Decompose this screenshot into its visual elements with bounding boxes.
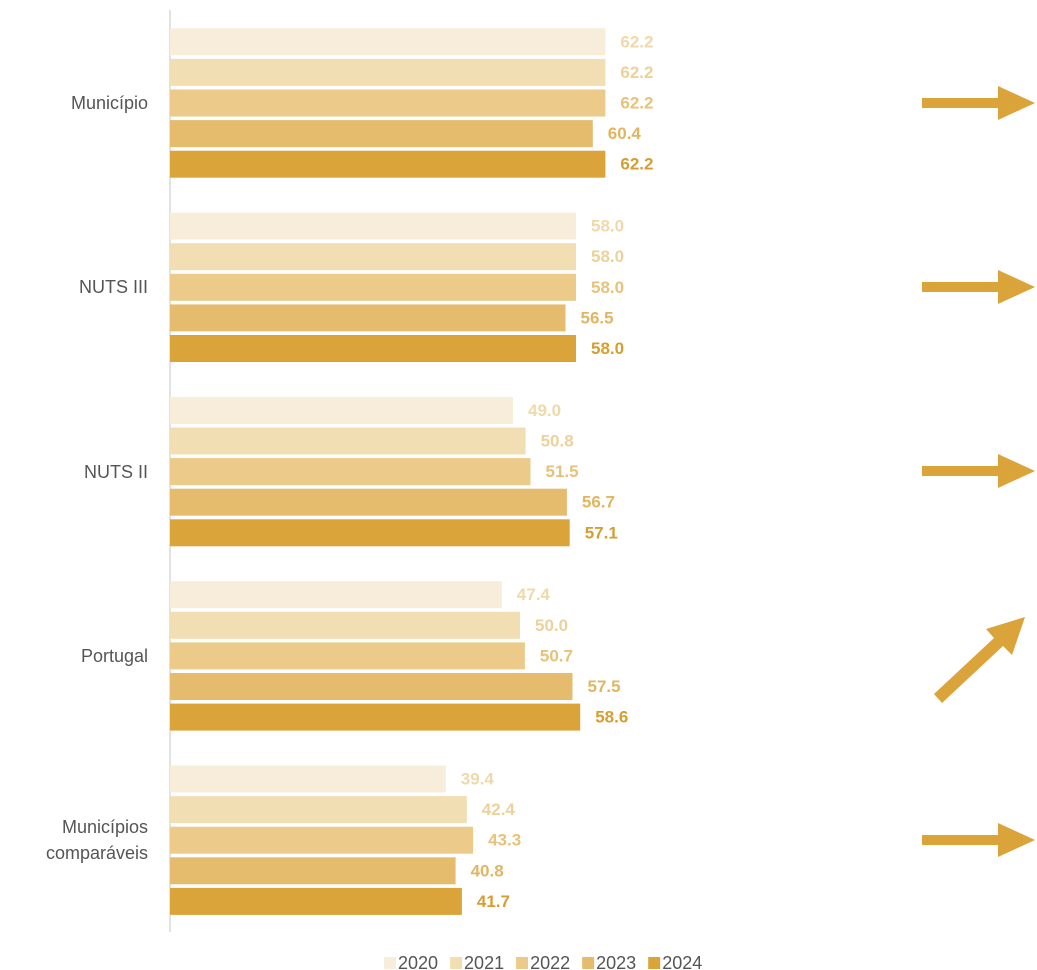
value-label: 58.0: [591, 278, 624, 297]
bar: [170, 673, 573, 700]
bar: [170, 396, 513, 424]
value-label: 58.0: [591, 217, 624, 236]
legend-label: 2021: [464, 953, 504, 970]
bar: [170, 273, 576, 301]
bar: [170, 212, 576, 240]
value-label: 40.8: [471, 861, 504, 880]
bar: [170, 335, 576, 362]
bar: [170, 765, 446, 793]
arrow: [922, 454, 1035, 488]
value-label: 43.3: [488, 831, 521, 850]
bar: [170, 581, 502, 609]
arrow: [922, 86, 1035, 120]
bar: [170, 89, 606, 117]
bar: [170, 243, 576, 271]
category-label: NUTS II: [83, 461, 148, 482]
value-label: 57.1: [585, 523, 618, 542]
value-label: 56.5: [581, 308, 614, 327]
legend-swatch: [384, 957, 396, 969]
value-label: 60.4: [608, 124, 642, 143]
bar: [170, 857, 456, 885]
arrow: [934, 617, 1025, 703]
bar: [170, 826, 474, 854]
bar: [170, 58, 606, 86]
value-label: 62.2: [620, 93, 653, 112]
value-label: 39.4: [461, 769, 495, 788]
value-label: 58.6: [595, 708, 628, 727]
value-label: 62.2: [620, 155, 653, 174]
bar: [170, 611, 520, 639]
value-label: 62.2: [620, 63, 653, 82]
value-label: 50.7: [540, 646, 573, 665]
legend-swatch: [450, 957, 463, 969]
bar: [170, 304, 566, 332]
value-label: 56.7: [582, 493, 615, 512]
legend-label: 2024: [662, 953, 702, 970]
bar: [170, 28, 606, 56]
bar: [170, 887, 462, 915]
value-label: 41.7: [477, 892, 510, 911]
value-label: 42.4: [482, 800, 516, 819]
category-label: Portugal: [80, 645, 148, 666]
category-label: NUTS III: [78, 277, 148, 298]
category-label: Município: [70, 93, 148, 113]
legend-swatch: [648, 957, 661, 969]
arrow: [922, 823, 1035, 857]
arrow: [922, 270, 1035, 304]
bar: [170, 703, 581, 731]
value-label: 50.8: [541, 431, 574, 450]
bar: [170, 458, 531, 486]
value-label: 58.0: [591, 339, 624, 358]
bar: [170, 427, 526, 455]
legend-swatch: [582, 957, 595, 969]
trend-arrows: [922, 86, 1035, 857]
value-label: 62.2: [620, 32, 653, 51]
value-label: 57.5: [588, 677, 621, 696]
legend-swatch: [516, 957, 529, 969]
value-label: 51.5: [546, 462, 579, 481]
legend-label: 2020: [398, 953, 438, 970]
category-label: Municípios comparáveis: [45, 817, 148, 864]
value-label: 50.0: [535, 616, 568, 635]
value-label: 47.4: [517, 585, 551, 604]
bar: [170, 120, 593, 148]
legend-label: 2022: [530, 953, 570, 970]
legend-label: 2023: [596, 953, 636, 970]
bar: [170, 150, 606, 178]
bar: [170, 642, 525, 670]
bar: [170, 519, 570, 547]
bar: [170, 796, 467, 824]
value-label: 49.0: [528, 401, 561, 420]
bar: [170, 488, 567, 516]
value-label: 58.0: [591, 247, 624, 266]
